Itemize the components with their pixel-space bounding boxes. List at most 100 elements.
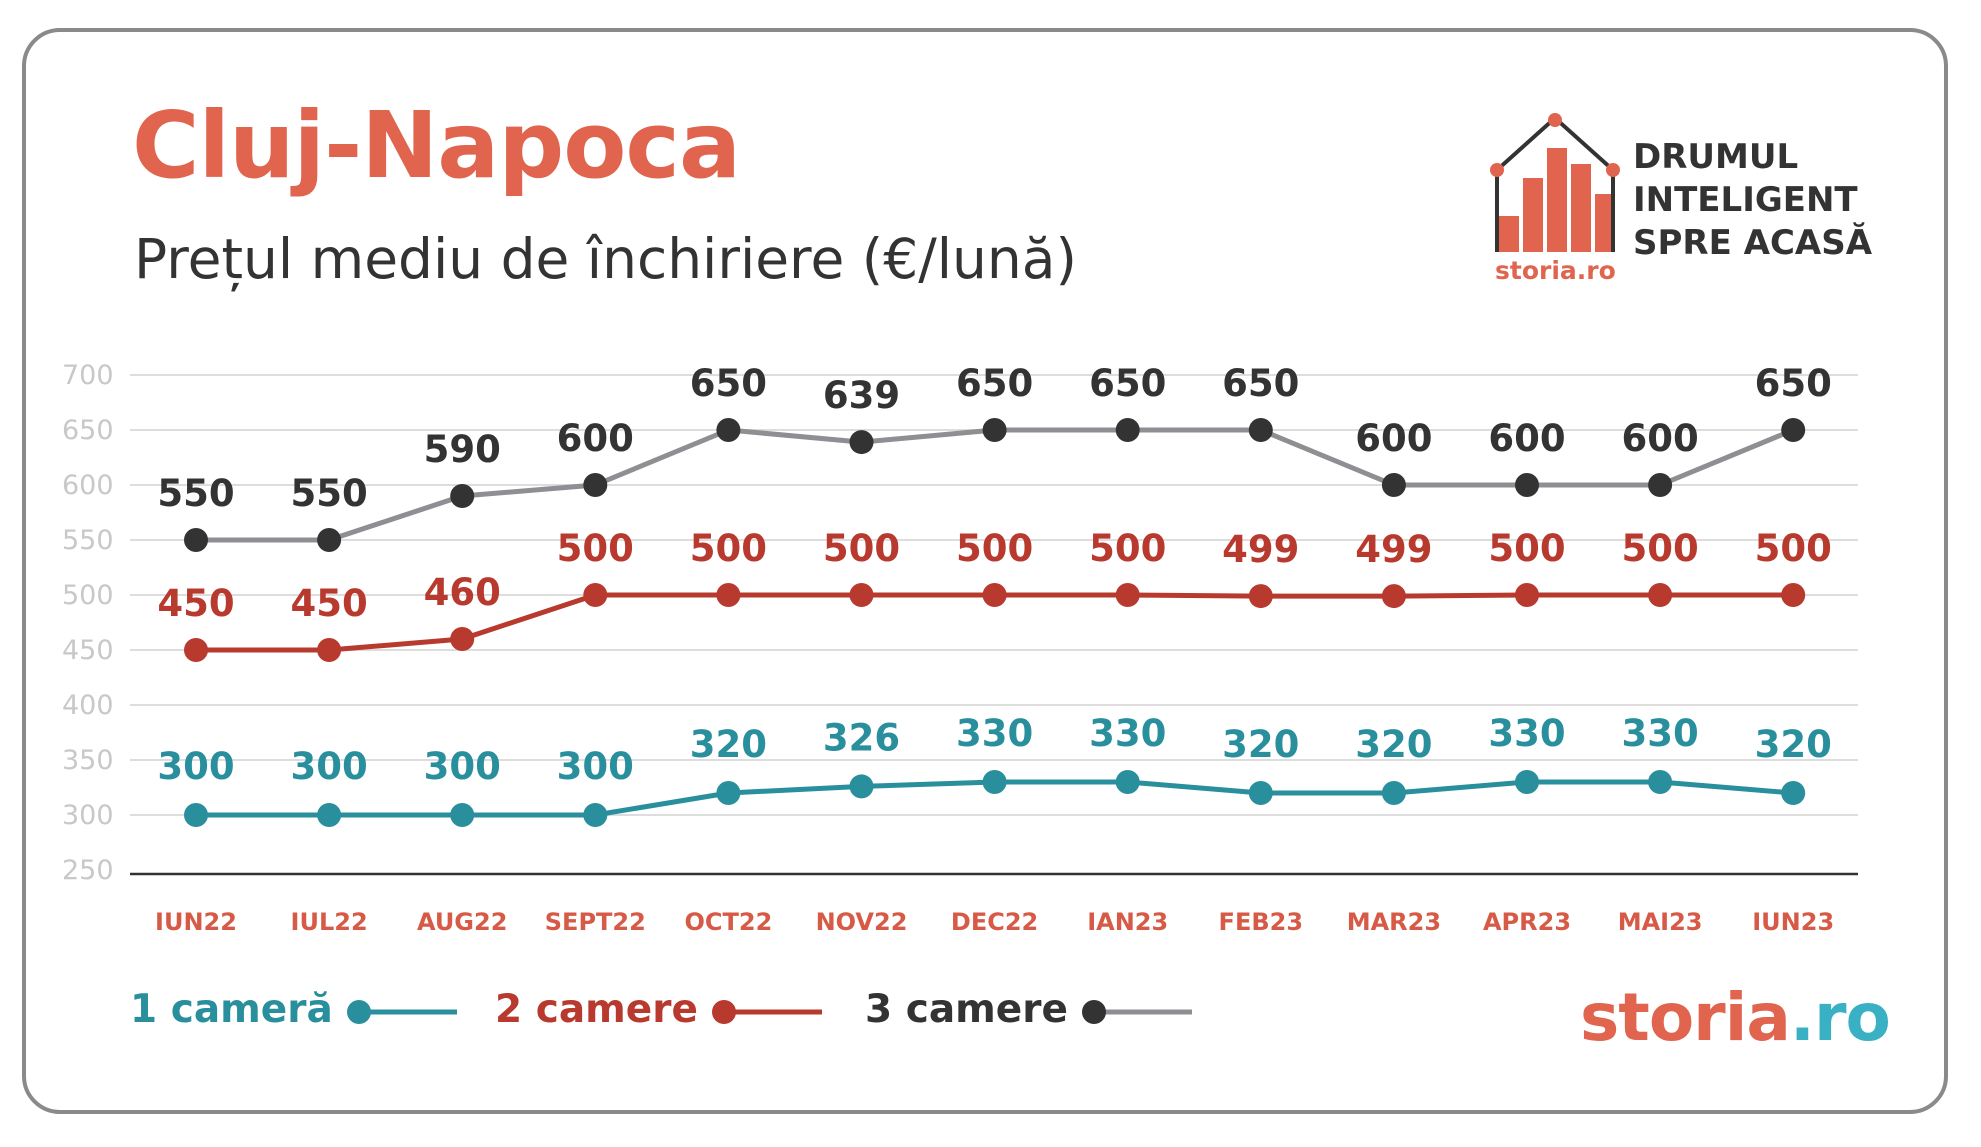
data-label: 600 [1488,417,1565,460]
data-point [1381,781,1406,805]
x-category-label: IAN23 [1087,908,1168,936]
data-label: 500 [557,527,634,570]
data-label: 300 [557,745,634,788]
page-title: Cluj-Napoca [132,92,741,199]
data-label: 650 [956,362,1033,405]
data-point [982,418,1007,442]
data-point [1115,770,1140,794]
legend-swatch [1081,999,1192,1024]
data-point [317,638,342,662]
y-tick-label: 400 [62,690,114,721]
x-category-label: MAI23 [1618,908,1703,936]
legend-item-two_rooms: 2 camere [495,990,825,1032]
data-label: 320 [1355,723,1432,766]
data-label: 550 [157,472,234,515]
x-category-label: IUN23 [1752,908,1834,936]
storia-logo: storia.ro [1580,979,1891,1056]
data-label: 326 [823,716,900,759]
tagline-line-2: INTELIGENT [1633,180,1858,220]
x-category-label: IUL22 [291,908,368,936]
data-point [184,638,208,662]
legend-label: 3 camere [865,987,1068,1032]
data-label: 650 [1089,362,1166,405]
x-category-label: OCT22 [685,908,773,936]
data-label: 300 [290,745,367,788]
data-point [184,803,208,827]
data-point [849,774,874,799]
x-category-label: SEPT22 [545,908,646,936]
data-point [1781,781,1806,805]
logo-block: storia.ro DRUMUL INTELIGENT SPRE ACASĂ [1485,112,1905,292]
x-category-label: NOV22 [816,908,908,936]
data-label: 460 [424,571,501,614]
data-point [1515,770,1539,794]
data-label: 500 [823,527,900,570]
data-label: 500 [1089,527,1166,570]
x-category-label: FEB23 [1219,908,1303,936]
data-label: 330 [1488,712,1565,755]
data-point [450,627,475,651]
data-point [184,528,208,552]
data-label: 650 [1755,362,1832,405]
y-tick-label: 350 [62,745,114,776]
data-label: 320 [690,723,767,766]
data-label: 300 [424,745,501,788]
data-point [716,583,741,607]
data-point [450,803,475,827]
legend-swatch [346,999,457,1024]
y-tick-label: 700 [62,360,114,391]
x-category-label: APR23 [1483,908,1571,936]
data-label: 330 [1621,712,1698,755]
data-point [1648,473,1673,497]
data-point [317,528,342,552]
data-point [1248,781,1273,805]
data-point [1515,583,1539,607]
legend-label: 1 cameră [130,987,333,1032]
infographic-card [22,28,1948,1114]
legend-item-three_rooms: 3 camere [865,990,1195,1032]
data-point [1381,584,1406,609]
data-point [1115,418,1140,442]
data-point [1515,473,1539,497]
data-label: 330 [1089,712,1166,755]
data-point [849,583,874,607]
data-point [1248,584,1273,609]
data-point [583,583,608,607]
data-label: 500 [1488,527,1565,570]
data-label: 590 [424,428,501,471]
legend-label: 2 camere [495,987,698,1032]
legend-swatch [711,999,822,1024]
y-tick-label: 450 [62,635,114,666]
data-point [849,430,874,455]
data-label: 500 [1755,527,1832,570]
data-point [1781,583,1806,607]
data-point [317,803,342,827]
legend-item-one_room: 1 cameră [130,990,460,1032]
data-label: 600 [557,417,634,460]
tagline-line-1: DRUMUL [1633,137,1799,177]
logo-tagline: DRUMUL INTELIGENT SPRE ACASĂ [1633,136,1872,265]
y-tick-label: 300 [62,800,114,831]
data-point [1115,583,1140,607]
x-category-label: IUN22 [155,908,237,936]
data-label: 650 [1222,362,1299,405]
data-label: 600 [1621,417,1698,460]
data-label: 600 [1355,417,1432,460]
y-tick-label: 250 [62,855,114,886]
data-point [716,418,741,442]
data-point [1648,770,1673,794]
data-label: 300 [157,745,234,788]
y-tick-label: 650 [62,415,114,446]
data-label: 550 [290,472,367,515]
data-label: 650 [690,362,767,405]
y-tick-label: 550 [62,525,114,556]
tagline-line-3: SPRE ACASĂ [1633,223,1873,263]
data-point [450,484,475,508]
data-label: 330 [956,712,1033,755]
x-category-label: DEC22 [951,908,1038,936]
data-point [583,473,608,497]
data-label: 499 [1355,528,1432,571]
house-chart-icon [1490,113,1620,252]
data-point [1248,418,1273,442]
